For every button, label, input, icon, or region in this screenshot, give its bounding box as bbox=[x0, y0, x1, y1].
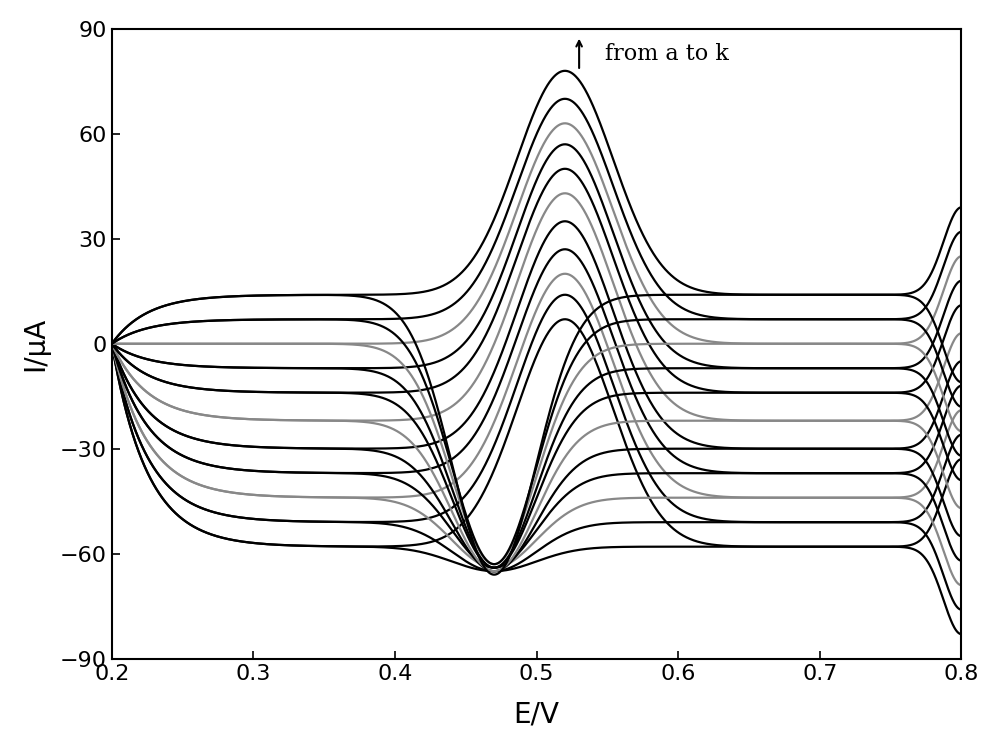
Y-axis label: I/μA: I/μA bbox=[21, 317, 49, 371]
X-axis label: E/V: E/V bbox=[514, 700, 560, 728]
Text: from a to k: from a to k bbox=[605, 43, 728, 65]
